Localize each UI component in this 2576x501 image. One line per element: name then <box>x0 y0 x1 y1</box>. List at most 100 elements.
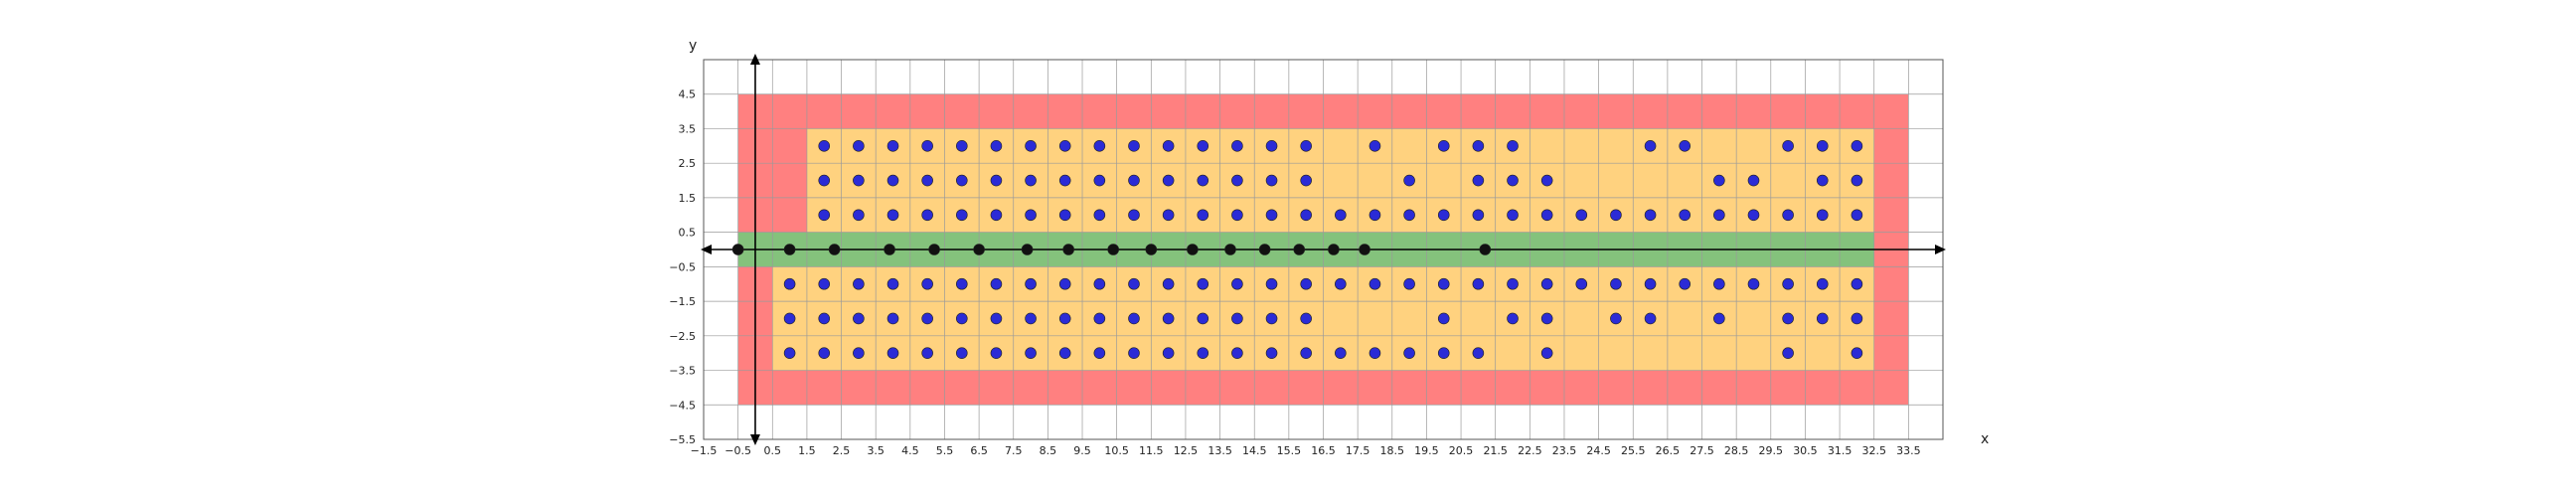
blue-data-point <box>1093 312 1106 325</box>
black-data-point <box>1107 244 1120 255</box>
x-tick-label: 12.5 <box>1174 444 1199 457</box>
blue-data-point <box>1197 140 1209 152</box>
blue-data-point <box>1058 277 1071 290</box>
x-tick-label: 5.5 <box>936 444 954 457</box>
x-tick-label: 19.5 <box>1414 444 1439 457</box>
axes-layer <box>701 54 1946 445</box>
blue-data-point <box>1025 347 1037 359</box>
x-tick-label: 11.5 <box>1139 444 1164 457</box>
blue-data-point <box>783 347 796 359</box>
blue-data-point <box>1265 174 1278 187</box>
blue-data-point <box>1162 209 1175 222</box>
blue-data-point <box>818 347 831 359</box>
blue-data-point <box>1610 209 1622 222</box>
blue-data-point <box>1816 209 1829 222</box>
blue-data-point <box>1025 140 1037 152</box>
blue-data-point <box>1437 140 1450 152</box>
blue-data-point <box>1816 140 1829 152</box>
x-axis-arrow-right <box>1935 245 1946 254</box>
black-data-point <box>731 244 744 255</box>
blue-data-point <box>1197 174 1209 187</box>
x-tick-label: 15.5 <box>1277 444 1302 457</box>
blue-data-point <box>1197 347 1209 359</box>
blue-data-point <box>990 347 1003 359</box>
x-tick-label: 29.5 <box>1759 444 1784 457</box>
blue-data-point <box>1300 140 1312 152</box>
blue-data-point <box>886 312 899 325</box>
blue-data-point <box>1472 209 1485 222</box>
x-tick-label: −1.5 <box>691 444 718 457</box>
black-data-point <box>1062 244 1074 255</box>
blue-data-point <box>1437 209 1450 222</box>
blue-data-point <box>955 277 968 290</box>
blue-data-point <box>1265 209 1278 222</box>
blue-data-point <box>1093 277 1106 290</box>
y-tick-label: 4.5 <box>679 88 697 101</box>
x-tick-label: 9.5 <box>1073 444 1091 457</box>
black-data-point <box>783 244 796 255</box>
blue-data-point <box>886 347 899 359</box>
x-tick-label: 25.5 <box>1621 444 1646 457</box>
blue-data-point <box>818 209 831 222</box>
blue-data-point <box>1679 277 1691 290</box>
blue-data-point <box>990 209 1003 222</box>
blue-data-point <box>1540 312 1553 325</box>
blue-data-point <box>1507 277 1519 290</box>
blue-data-point <box>1058 347 1071 359</box>
blue-data-point <box>818 174 831 187</box>
blue-data-point <box>1507 174 1519 187</box>
x-tick-label: 17.5 <box>1346 444 1370 457</box>
y-tick-label: 3.5 <box>679 122 697 135</box>
blue-data-point <box>1782 140 1794 152</box>
x-tick-label: 8.5 <box>1040 444 1057 457</box>
x-tick-label: 31.5 <box>1828 444 1852 457</box>
blue-data-point <box>1231 312 1243 325</box>
y-tick-label: 1.5 <box>679 192 697 205</box>
blue-data-point <box>1368 140 1381 152</box>
blue-data-point <box>1851 277 1863 290</box>
x-tick-label: 4.5 <box>901 444 919 457</box>
x-tick-label: 33.5 <box>1896 444 1921 457</box>
y-tick-label: 2.5 <box>679 157 697 170</box>
blue-data-point <box>955 312 968 325</box>
black-data-point <box>1258 244 1271 255</box>
blue-data-point <box>955 174 968 187</box>
y-tick-label: −1.5 <box>669 295 696 308</box>
y-tick-label: −3.5 <box>669 365 696 378</box>
blue-data-point <box>818 140 831 152</box>
blue-data-point <box>853 277 865 290</box>
y-tick-label: 0.5 <box>679 227 697 240</box>
blue-data-point <box>1713 209 1725 222</box>
blue-data-point <box>1575 209 1588 222</box>
black-data-point <box>1224 244 1236 255</box>
blue-data-point <box>1747 277 1760 290</box>
blue-data-point <box>1128 347 1140 359</box>
blue-data-point <box>1403 277 1415 290</box>
blue-data-point <box>1782 312 1794 325</box>
blue-data-point <box>1782 277 1794 290</box>
blue-data-point <box>1437 347 1450 359</box>
blue-data-point <box>1128 312 1140 325</box>
blue-data-point <box>1437 312 1450 325</box>
blue-data-point <box>921 277 933 290</box>
x-axis-arrow-left <box>701 245 712 254</box>
blue-data-point <box>1507 312 1519 325</box>
blue-data-point <box>1747 209 1760 222</box>
x-tick-label: 30.5 <box>1793 444 1818 457</box>
blue-data-point <box>1231 209 1243 222</box>
blue-data-point <box>1162 277 1175 290</box>
x-tick-label: 10.5 <box>1104 444 1129 457</box>
blue-data-point <box>1507 140 1519 152</box>
blue-data-point <box>1197 277 1209 290</box>
blue-data-point <box>1540 209 1553 222</box>
blue-data-point <box>818 312 831 325</box>
x-tick-label: 2.5 <box>833 444 851 457</box>
blue-data-point <box>1231 277 1243 290</box>
blue-data-point <box>1610 277 1622 290</box>
blue-data-point <box>1713 174 1725 187</box>
x-tick-label: 13.5 <box>1208 444 1232 457</box>
blue-data-point <box>1335 347 1347 359</box>
blue-data-point <box>1472 140 1485 152</box>
blue-data-point <box>955 347 968 359</box>
